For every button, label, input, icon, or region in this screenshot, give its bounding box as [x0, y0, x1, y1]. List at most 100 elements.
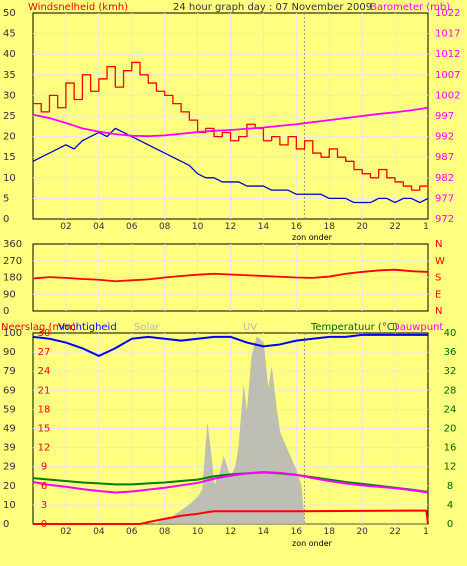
barometer-y-tick: 982 [435, 173, 454, 184]
weather-x-tick: 10 [192, 527, 204, 537]
barometer-y-tick: 1012 [435, 49, 460, 60]
temperature-y-tick: 36 [444, 347, 457, 358]
weather-x-tick: 16 [291, 527, 303, 537]
temperature-y-tick: 16 [444, 443, 457, 454]
axes: 5045403530252015105010221017101210071002… [3, 8, 460, 537]
wind-y-tick: 15 [3, 152, 16, 163]
humidity-y-tick: 79 [3, 366, 16, 377]
rain-y-tick: 12 [38, 443, 51, 454]
rain-y-tick: 18 [38, 404, 51, 415]
rain-y-tick: 9 [41, 462, 47, 473]
temperature-y-tick: 40 [444, 328, 457, 339]
direction-compass-tick: N [435, 239, 442, 250]
wind-y-tick: 5 [3, 193, 9, 204]
humidity-y-tick: 90 [3, 347, 16, 358]
barometer-y-tick: 1002 [435, 90, 460, 101]
humidity-y-tick: 10 [3, 500, 16, 511]
weather-x-tick: 1 [423, 527, 429, 537]
wind-y-tick: 40 [3, 49, 16, 60]
direction-compass-tick: N [435, 306, 442, 317]
rain-y-tick: 0 [41, 519, 47, 530]
uv-legend-label: UV [243, 322, 257, 333]
barometer-y-tick: 1022 [435, 8, 460, 19]
rain-axis-title: Neerslag (mm) [1, 322, 76, 333]
gridlines [33, 13, 428, 524]
weather-x-tick: 22 [389, 527, 400, 537]
wind-y-tick: 30 [3, 90, 16, 101]
barometer-axis-title: Barometer (mb) [370, 2, 450, 13]
wind-y-tick: 35 [3, 70, 16, 81]
direction-y-tick: 270 [3, 256, 22, 267]
rain-line [33, 509, 429, 525]
weather-x-tick: 20 [356, 527, 368, 537]
barometer-y-tick: 1007 [435, 70, 460, 81]
humidity-y-tick: 59 [3, 404, 16, 415]
sunset-label-top: zon onder [292, 233, 333, 242]
direction-y-tick: 90 [3, 289, 16, 300]
barometer-y-tick: 972 [435, 214, 454, 225]
wind-x-tick: 12 [225, 222, 236, 232]
wind-x-tick: 02 [60, 222, 71, 232]
weather-x-tick: 02 [60, 527, 71, 537]
temperature-y-tick: 12 [444, 462, 457, 473]
barometer-y-tick: 987 [435, 152, 454, 163]
wind-x-tick: 04 [93, 222, 105, 232]
direction-compass-tick: E [435, 289, 441, 300]
solar-area [33, 336, 428, 525]
humidity-y-tick: 0 [3, 519, 9, 530]
direction-y-tick: 180 [3, 273, 22, 284]
rain-y-tick: 15 [38, 424, 51, 435]
weather-x-tick: 08 [159, 527, 171, 537]
direction-compass-tick: W [435, 256, 445, 267]
humidity-y-tick: 49 [3, 424, 16, 435]
wind-y-tick: 10 [3, 173, 16, 184]
weather-x-tick: 04 [93, 527, 105, 537]
humidity-y-tick: 29 [3, 462, 16, 473]
humidity-y-tick: 20 [3, 481, 16, 492]
rain-y-tick: 27 [38, 347, 51, 358]
weather-x-tick: 12 [225, 527, 236, 537]
wind-x-tick: 06 [126, 222, 138, 232]
weather-x-tick: 14 [258, 527, 270, 537]
barometer-y-tick: 992 [435, 132, 454, 143]
wind-y-tick: 20 [3, 132, 16, 143]
direction-compass-tick: S [435, 273, 441, 284]
wind-x-tick: 1 [423, 222, 429, 232]
humidity-y-tick: 100 [3, 328, 22, 339]
direction-y-tick: 360 [3, 239, 22, 250]
temperature-y-tick: 4 [447, 500, 453, 511]
rain-y-tick: 21 [38, 385, 51, 396]
wind-y-tick: 45 [3, 29, 16, 40]
humidity-y-tick: 39 [3, 443, 16, 454]
wind-x-tick: 14 [258, 222, 270, 232]
rain-y-tick: 30 [38, 328, 51, 339]
temperature-y-tick: 24 [444, 404, 457, 415]
wind-x-tick: 20 [356, 222, 368, 232]
temperature-y-tick: 8 [447, 481, 453, 492]
wind-y-tick: 0 [3, 214, 9, 225]
barometer-y-tick: 1017 [435, 29, 460, 40]
temperature-axis-title: Temperatuur (°C) [310, 322, 398, 333]
data-series [32, 61, 429, 525]
barometer-y-tick: 997 [435, 111, 454, 122]
dewpoint-axis-title: Dauwpunt [392, 322, 443, 333]
wind-x-tick: 16 [291, 222, 303, 232]
graph-title: 24 hour graph day : 07 November 2009 [173, 2, 372, 13]
rain-y-tick: 6 [41, 481, 47, 492]
weather-x-tick: 06 [126, 527, 138, 537]
temperature-y-tick: 0 [447, 519, 453, 530]
temperature-y-tick: 28 [444, 385, 457, 396]
temperature-y-tick: 20 [444, 424, 457, 435]
humidity-y-tick: 69 [3, 385, 16, 396]
wind-x-tick: 08 [159, 222, 171, 232]
wind-y-tick: 50 [3, 8, 16, 19]
wind-x-tick: 10 [192, 222, 204, 232]
wind-x-tick: 22 [389, 222, 400, 232]
wind-axis-title: Windsnelheid (kmh) [28, 2, 128, 13]
barometer-y-tick: 977 [435, 193, 454, 204]
humidity-axis-title: Vochtigheid [58, 322, 117, 333]
rain-y-tick: 24 [38, 366, 51, 377]
rain-y-tick: 3 [41, 500, 47, 511]
wind-y-tick: 25 [3, 111, 16, 122]
